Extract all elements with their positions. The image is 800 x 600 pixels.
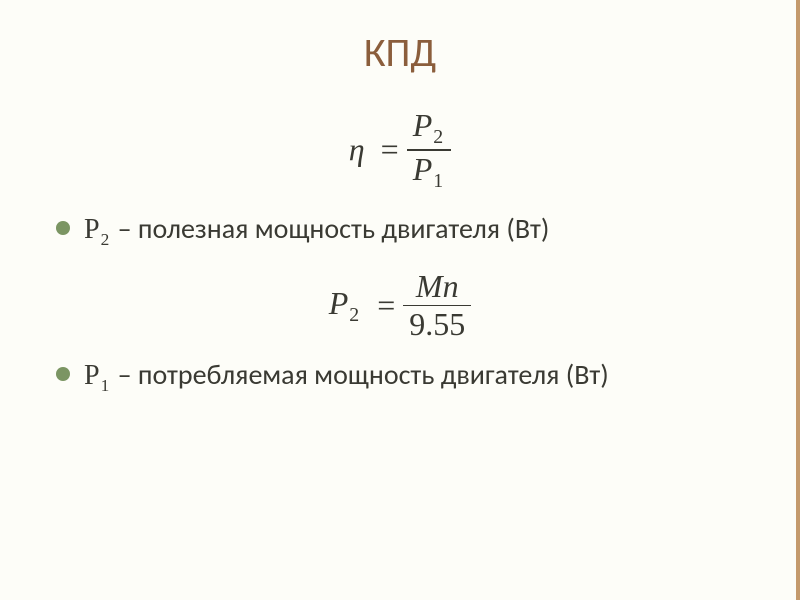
p1-sub: 1 (101, 376, 110, 395)
page-title: КПД (0, 0, 800, 77)
p2-var: P (84, 214, 100, 245)
formula-p2: P2 = Mn 9.55 (0, 268, 800, 343)
p2-dash: – (111, 211, 138, 246)
p2-desc: полезная мощность двигателя (Вт) (138, 211, 549, 246)
numerator-mn: Mn (410, 268, 465, 305)
bullet-item-p2: P2 – полезная мощность двигателя (Вт) (0, 211, 800, 250)
denominator-var: P (413, 151, 433, 187)
bullet-text: P2 – полезная мощность двигателя (Вт) (84, 211, 549, 250)
bullet-text: P1 – потребляемая мощность двигателя (Вт… (84, 357, 609, 396)
denominator-955: 9.55 (403, 306, 471, 343)
bullet-dot-icon (56, 367, 70, 381)
bullet-dot-icon (56, 221, 70, 235)
fraction-p2-p1: P2 P1 (407, 107, 451, 193)
equals-sign: = (373, 131, 407, 168)
eta-symbol: η (349, 131, 373, 168)
denominator-sub: 1 (433, 170, 443, 192)
p2-lhs-sub: 2 (349, 304, 359, 326)
formula-efficiency: η = P2 P1 (0, 107, 800, 193)
bullet-item-p1: P1 – потребляемая мощность двигателя (Вт… (0, 357, 800, 396)
p2-lhs-var: P (329, 285, 349, 321)
fraction-mn-955: Mn 9.55 (403, 268, 471, 343)
p1-desc: потребляемая мощность двигателя (Вт) (138, 357, 609, 392)
p1-dash: – (111, 357, 138, 392)
accent-border (796, 0, 800, 600)
p1-var: P (84, 360, 100, 391)
p2-sub: 2 (101, 230, 110, 249)
equals-sign-2: = (369, 287, 403, 324)
numerator-var: P (413, 107, 433, 143)
numerator-sub: 2 (433, 126, 443, 148)
